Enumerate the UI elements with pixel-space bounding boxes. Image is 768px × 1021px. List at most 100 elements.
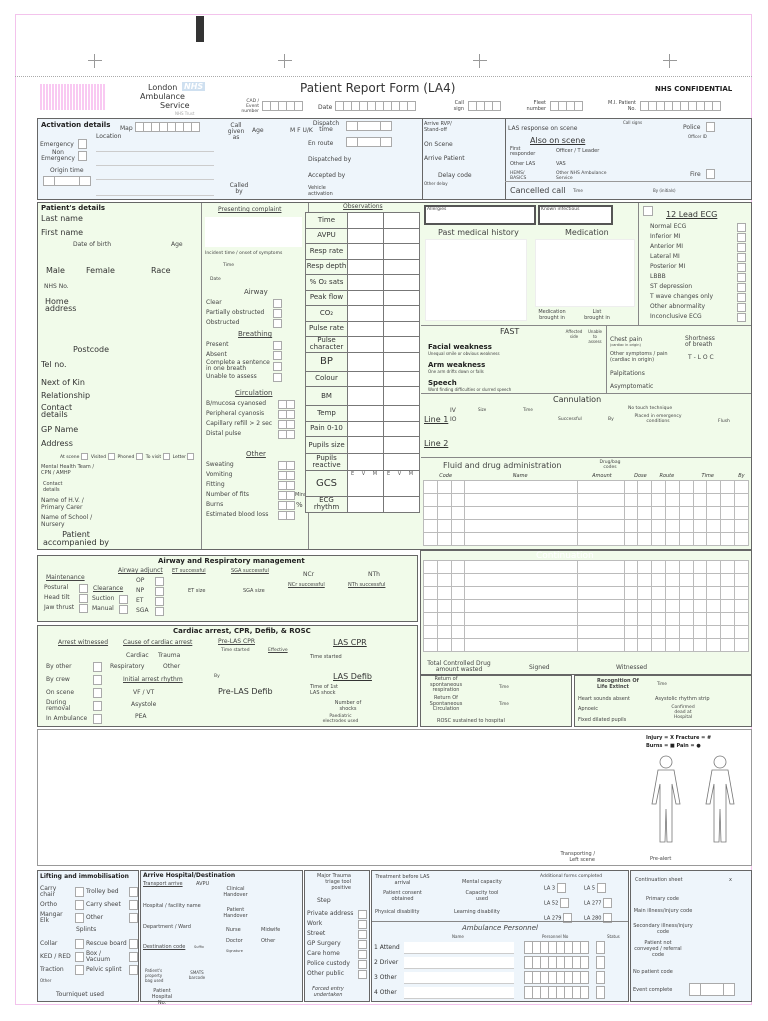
table-cell[interactable] xyxy=(464,519,579,533)
table-cell[interactable] xyxy=(734,638,749,652)
table-cell[interactable] xyxy=(450,560,466,574)
table-cell[interactable] xyxy=(692,493,708,507)
table-cell[interactable] xyxy=(623,638,639,652)
table-row[interactable] xyxy=(423,519,749,533)
checkbox[interactable] xyxy=(75,886,84,897)
table-cell[interactable] xyxy=(577,599,625,613)
table-cell[interactable] xyxy=(577,532,625,546)
yes-no-boxes[interactable] xyxy=(278,510,295,520)
table-cell[interactable] xyxy=(423,532,438,546)
table-cell[interactable] xyxy=(734,599,749,613)
table-cell[interactable] xyxy=(623,519,639,533)
form-option[interactable]: LA 3 xyxy=(544,883,584,893)
checkbox[interactable] xyxy=(75,912,84,923)
table-cell[interactable] xyxy=(637,625,653,639)
status-input[interactable] xyxy=(596,971,605,984)
table-cell[interactable] xyxy=(678,573,694,587)
table-cell[interactable] xyxy=(706,532,722,546)
checkbox[interactable] xyxy=(286,490,295,500)
yes-no-boxes[interactable] xyxy=(278,490,295,500)
checkbox[interactable] xyxy=(75,899,84,910)
form-option[interactable]: LA 5 xyxy=(584,883,624,893)
table-cell[interactable] xyxy=(734,586,749,600)
obs-cell[interactable] xyxy=(383,420,420,437)
table-cell[interactable] xyxy=(665,480,680,494)
table-row[interactable] xyxy=(423,573,749,587)
table-cell[interactable] xyxy=(692,586,708,600)
origin-time-field[interactable] xyxy=(43,176,91,186)
obs-cell[interactable] xyxy=(347,496,384,513)
table-cell[interactable] xyxy=(436,506,452,520)
pmh-input[interactable] xyxy=(425,239,527,321)
table-cell[interactable] xyxy=(706,586,722,600)
table-cell[interactable] xyxy=(706,612,722,626)
table-cell[interactable] xyxy=(464,506,579,520)
table-row[interactable] xyxy=(423,599,749,613)
gp-visit-option[interactable]: To visit xyxy=(146,453,170,460)
table-cell[interactable] xyxy=(436,625,452,639)
call-sign-field[interactable] xyxy=(468,101,501,111)
checkbox[interactable] xyxy=(358,929,367,939)
table-cell[interactable] xyxy=(665,599,680,613)
personnel-no-input[interactable] xyxy=(524,956,589,969)
table-row[interactable] xyxy=(423,612,749,626)
table-cell[interactable] xyxy=(706,573,722,587)
table-row[interactable] xyxy=(423,532,749,546)
checkbox[interactable] xyxy=(737,242,746,252)
checkbox[interactable] xyxy=(286,399,295,409)
table-cell[interactable] xyxy=(692,612,708,626)
checkbox[interactable] xyxy=(79,583,88,593)
table-cell[interactable] xyxy=(734,480,749,494)
table-cell[interactable] xyxy=(623,560,639,574)
table-cell[interactable] xyxy=(678,586,694,600)
checkbox[interactable] xyxy=(737,312,746,322)
yes-no-boxes[interactable] xyxy=(278,470,295,480)
checkbox[interactable] xyxy=(563,913,573,923)
checkbox[interactable] xyxy=(358,949,367,959)
obs-cell[interactable] xyxy=(347,320,384,337)
cad-field[interactable] xyxy=(262,101,303,111)
checkbox[interactable] xyxy=(737,222,746,232)
checkbox[interactable] xyxy=(358,969,367,979)
table-cell[interactable] xyxy=(623,573,639,587)
table-cell[interactable] xyxy=(678,638,694,652)
table-cell[interactable] xyxy=(734,573,749,587)
table-cell[interactable] xyxy=(436,493,452,507)
form-option[interactable]: LA 279 xyxy=(544,913,584,923)
table-row[interactable] xyxy=(423,638,749,652)
table-cell[interactable] xyxy=(436,480,452,494)
table-cell[interactable] xyxy=(423,519,438,533)
checkbox[interactable] xyxy=(155,586,164,596)
checkbox[interactable] xyxy=(155,606,164,616)
checkbox[interactable] xyxy=(358,939,367,949)
fleet-field[interactable] xyxy=(550,101,583,111)
table-cell[interactable] xyxy=(577,573,625,587)
table-cell[interactable] xyxy=(678,480,694,494)
table-cell[interactable] xyxy=(692,638,708,652)
table-cell[interactable] xyxy=(720,560,736,574)
checkbox[interactable] xyxy=(273,372,282,382)
checkbox[interactable] xyxy=(273,318,282,328)
checkbox[interactable] xyxy=(155,596,164,606)
infectious-field[interactable]: Known infectious xyxy=(538,205,613,225)
table-cell[interactable] xyxy=(720,599,736,613)
table-cell[interactable] xyxy=(623,480,639,494)
table-cell[interactable] xyxy=(720,638,736,652)
table-cell[interactable] xyxy=(692,599,708,613)
obs-cell[interactable] xyxy=(347,289,384,306)
table-cell[interactable] xyxy=(423,493,438,507)
checkbox[interactable] xyxy=(273,350,282,360)
table-cell[interactable] xyxy=(637,480,653,494)
table-cell[interactable] xyxy=(678,560,694,574)
table-cell[interactable] xyxy=(720,480,736,494)
checkbox[interactable] xyxy=(737,302,746,312)
checkbox[interactable] xyxy=(358,909,367,919)
fire-checkbox[interactable] xyxy=(706,169,715,179)
obs-cell[interactable] xyxy=(383,305,420,322)
checkbox[interactable] xyxy=(135,453,143,460)
table-cell[interactable] xyxy=(464,573,579,587)
complaint-input[interactable] xyxy=(205,217,302,247)
obs-cell[interactable] xyxy=(347,405,384,422)
checkbox[interactable] xyxy=(737,252,746,262)
table-cell[interactable] xyxy=(436,586,452,600)
